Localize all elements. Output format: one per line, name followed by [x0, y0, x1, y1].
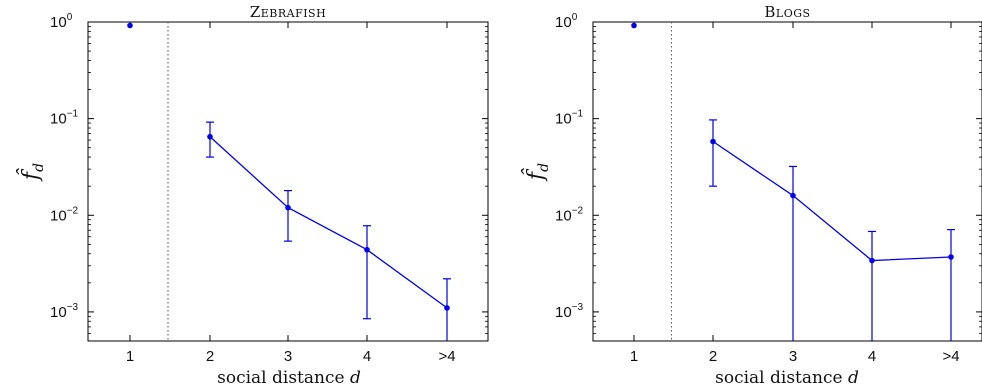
x-axis-label: social distance d [715, 368, 859, 387]
x-tick-label: 4 [868, 348, 876, 365]
data-point [710, 138, 716, 145]
x-tick-label: 2 [206, 348, 214, 365]
data-point [948, 254, 954, 260]
x-axis-label-variable: d [350, 368, 361, 387]
y-tick-base: 10 [50, 14, 67, 31]
y-tick-label: 10−1 [50, 109, 79, 128]
y-tick-base: 10 [50, 304, 67, 321]
y-axis-label-subscript: d [536, 163, 552, 172]
y-tick-base: 10 [50, 111, 67, 128]
y-tick-exponent: −3 [67, 302, 79, 313]
x-axis-label-text: social distance [217, 368, 350, 387]
series-line [209, 136, 448, 309]
y-tick-exponent: 0 [67, 12, 73, 23]
axes-frame [592, 21, 982, 342]
y-tick-label: 100 [555, 12, 578, 31]
y-tick-exponent: −1 [572, 109, 584, 120]
data-point [285, 204, 291, 211]
y-tick-exponent: −2 [572, 205, 584, 216]
y-axis-label: f̂d [17, 163, 47, 182]
x-axis-label: social distance d [217, 368, 361, 387]
y-tick-base: 10 [555, 14, 572, 31]
x-axis-label-text: social distance [715, 368, 848, 387]
data-point [127, 22, 133, 29]
data-point [207, 133, 213, 140]
x-tick-label: >4 [438, 348, 455, 365]
y-tick-base: 10 [50, 207, 67, 224]
chart-title: Zebrafish [250, 3, 326, 21]
y-tick-label: 10−3 [50, 302, 79, 321]
x-tick-label: >4 [942, 348, 959, 365]
y-tick-base: 10 [555, 207, 572, 224]
y-tick-base: 10 [555, 111, 572, 128]
y-tick-label: 100 [50, 12, 73, 31]
y-tick-label: 10−2 [555, 205, 584, 224]
y-tick-label: 10−1 [555, 109, 584, 128]
data-point [364, 246, 370, 253]
data-point [631, 22, 637, 29]
y-tick-exponent: −2 [67, 205, 79, 216]
y-tick-exponent: 0 [572, 12, 578, 23]
x-tick-label: 1 [630, 348, 638, 365]
x-tick-label: 3 [284, 348, 292, 365]
y-axis-label-subscript: d [31, 163, 47, 172]
data-point [444, 305, 450, 311]
y-axis-label: f̂d [522, 163, 552, 182]
y-tick-exponent: −1 [67, 109, 79, 120]
axes-frame [87, 21, 489, 342]
x-tick-label: 4 [363, 348, 371, 365]
y-tick-label: 10−2 [50, 205, 79, 224]
x-tick-label: 3 [789, 348, 797, 365]
x-tick-label: 1 [126, 348, 134, 365]
chart-title: Blogs [764, 3, 810, 21]
y-tick-exponent: −3 [572, 302, 584, 313]
x-axis-label-variable: d [848, 368, 859, 387]
series-line [712, 140, 952, 262]
data-point [869, 257, 875, 264]
x-tick-label: 2 [709, 348, 717, 365]
data-point [790, 192, 796, 199]
y-tick-label: 10−3 [555, 302, 584, 321]
y-tick-base: 10 [555, 304, 572, 321]
